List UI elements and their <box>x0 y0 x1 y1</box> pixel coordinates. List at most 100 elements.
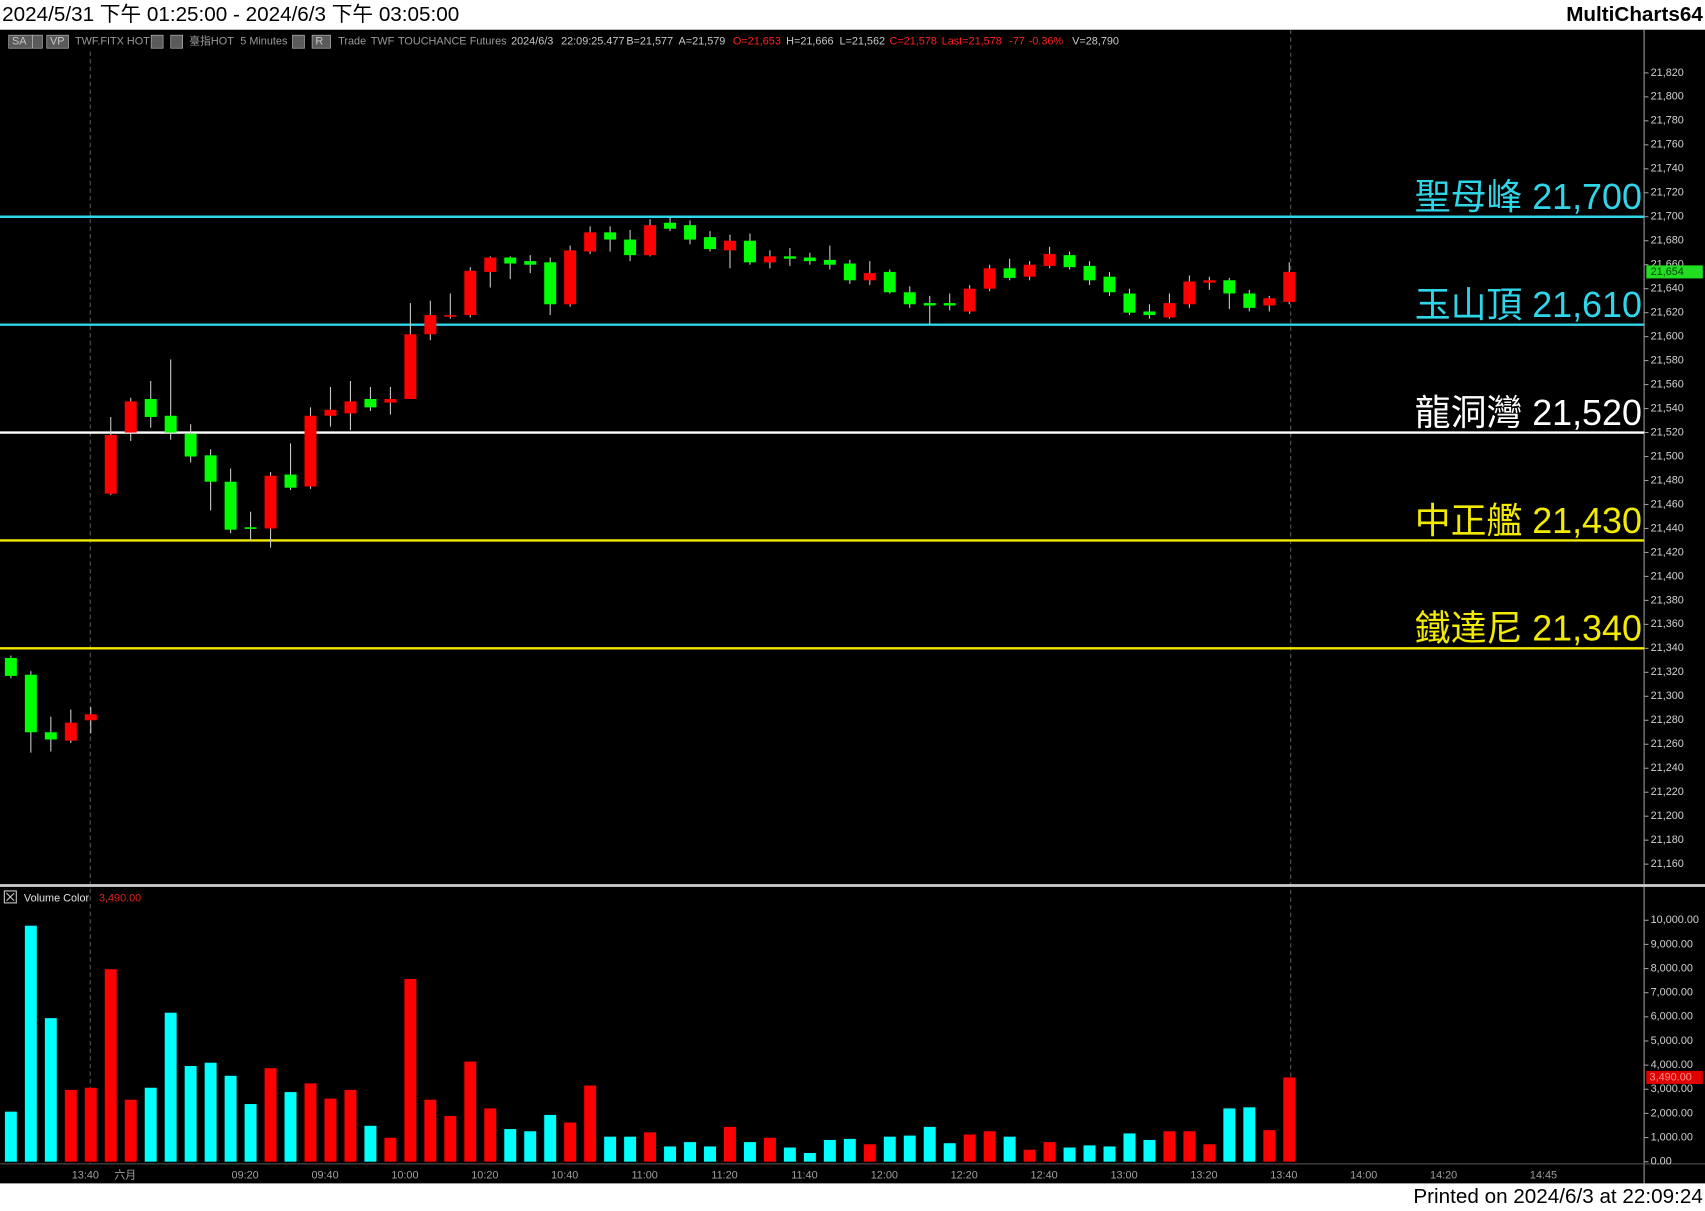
volume-bar <box>304 1083 317 1162</box>
y-tick-label: 21,200 <box>1651 810 1684 822</box>
button[interactable] <box>46 34 69 49</box>
y-tick-label: 21,560 <box>1651 378 1684 390</box>
toolbar-text[interactable]: SA <box>12 36 27 48</box>
level-value: 21,610 <box>1532 285 1642 325</box>
y-tick-label: 21,220 <box>1651 786 1684 798</box>
x-tick-label: 10:00 <box>391 1170 418 1182</box>
volume-bar <box>284 1092 297 1162</box>
volume-bar <box>763 1137 776 1162</box>
volume-bar <box>1043 1142 1056 1162</box>
y-tick-label: 21,360 <box>1651 618 1684 630</box>
candle-body <box>684 225 697 240</box>
volume-bar <box>1183 1131 1196 1162</box>
y-tick-label: 21,260 <box>1651 738 1684 750</box>
volume-bar <box>64 1089 77 1162</box>
toolbar-text: V=28,790 <box>1072 36 1119 48</box>
button[interactable] <box>170 34 184 49</box>
y-tick-label: 21,180 <box>1651 834 1684 846</box>
toolbar-text: C=21,578 <box>889 36 936 48</box>
button[interactable] <box>150 34 164 49</box>
candle-body <box>564 250 577 305</box>
x-tick-label: 13:00 <box>1110 1170 1137 1182</box>
button[interactable] <box>32 34 43 49</box>
level-label: 聖母峰 21,700 <box>1415 177 1642 217</box>
chart-area <box>0 29 1705 1184</box>
candle-body <box>204 455 217 482</box>
volume-bar <box>863 1144 876 1162</box>
candle-body <box>1223 280 1236 294</box>
x-tick-label: 14:20 <box>1430 1170 1457 1182</box>
last-price-tag <box>1646 265 1703 279</box>
volume-bar <box>903 1135 916 1162</box>
volume-bar <box>504 1129 517 1162</box>
x-tick-label: 11:40 <box>791 1170 817 1182</box>
volume-bar <box>424 1099 437 1162</box>
volume-bar <box>1063 1147 1076 1162</box>
y-tick-label: 21,700 <box>1651 211 1684 223</box>
level-name: 龍洞灣 <box>1415 393 1523 433</box>
volume-bar <box>24 925 37 1162</box>
volume-bar <box>364 1125 377 1162</box>
volume-bar <box>743 1142 756 1162</box>
volume-bar <box>1023 1149 1036 1162</box>
volume-bar <box>883 1136 896 1162</box>
candle-body <box>324 409 337 416</box>
volume-bar <box>544 1114 557 1162</box>
candle-body <box>1243 293 1256 308</box>
volume-bar <box>1223 1108 1236 1162</box>
header-title: 2024/5/31 下午 01:25:00 - 2024/6/3 下午 03:0… <box>2 3 459 26</box>
volume-bar <box>963 1134 976 1162</box>
candle-body <box>164 415 177 433</box>
volume-bar <box>823 1139 836 1162</box>
y-tick-label: 6,000.00 <box>1651 1011 1693 1023</box>
toolbar-text: H=21,666 <box>786 36 833 48</box>
candle-body <box>1263 298 1276 306</box>
candle-body <box>424 315 437 335</box>
toolbar-text[interactable]: R <box>315 36 323 48</box>
candle-body <box>1163 303 1176 318</box>
candle-body <box>184 433 197 457</box>
toolbar-text: TOUCHANCE <box>398 36 467 48</box>
y-tick-label: 21,760 <box>1651 139 1684 151</box>
checkbox[interactable] <box>3 890 17 904</box>
x-tick-label: 12:20 <box>951 1170 978 1182</box>
button[interactable] <box>292 34 305 49</box>
button[interactable] <box>311 34 331 49</box>
candle-body <box>843 263 856 281</box>
volume-bar <box>1143 1139 1156 1162</box>
volume-bar <box>164 1012 177 1162</box>
volume-bar <box>943 1143 956 1162</box>
volume-bar <box>144 1087 157 1162</box>
y-tick-label: 21,620 <box>1651 307 1684 319</box>
volume-bar <box>404 978 417 1162</box>
volume-bar <box>444 1116 457 1162</box>
volume-bar <box>1003 1136 1016 1162</box>
volume-bar <box>384 1137 397 1162</box>
volume-bar <box>564 1122 577 1162</box>
y-tick-label: 7,000.00 <box>1651 987 1693 999</box>
x-tick-label: 13:20 <box>1190 1170 1217 1182</box>
toolbar-text: Trade <box>338 36 366 48</box>
checkbox-mark <box>6 892 15 902</box>
candle-body <box>983 268 996 289</box>
toolbar-text: TWF.FITX HOT <box>75 36 150 48</box>
toolbar-text[interactable]: VP <box>50 36 65 48</box>
y-tick-label: 21,820 <box>1651 67 1684 79</box>
volume-bar <box>344 1089 357 1162</box>
candle-body <box>224 481 237 530</box>
level-label: 中正艦 21,430 <box>1415 501 1642 541</box>
candle-body <box>1063 255 1076 268</box>
volume-bar <box>604 1136 617 1162</box>
volume-bar <box>524 1131 537 1162</box>
volume-bar <box>244 1104 257 1162</box>
volume-bar <box>644 1132 657 1162</box>
candle-body <box>584 232 597 252</box>
y-tick-label: 21,320 <box>1651 666 1684 678</box>
candle-body <box>1143 311 1156 316</box>
volume-bar <box>1263 1130 1276 1162</box>
volume-bar <box>1123 1133 1136 1162</box>
y-tick-label: 21,400 <box>1651 570 1684 582</box>
volume-title: Volume Color <box>24 892 90 904</box>
